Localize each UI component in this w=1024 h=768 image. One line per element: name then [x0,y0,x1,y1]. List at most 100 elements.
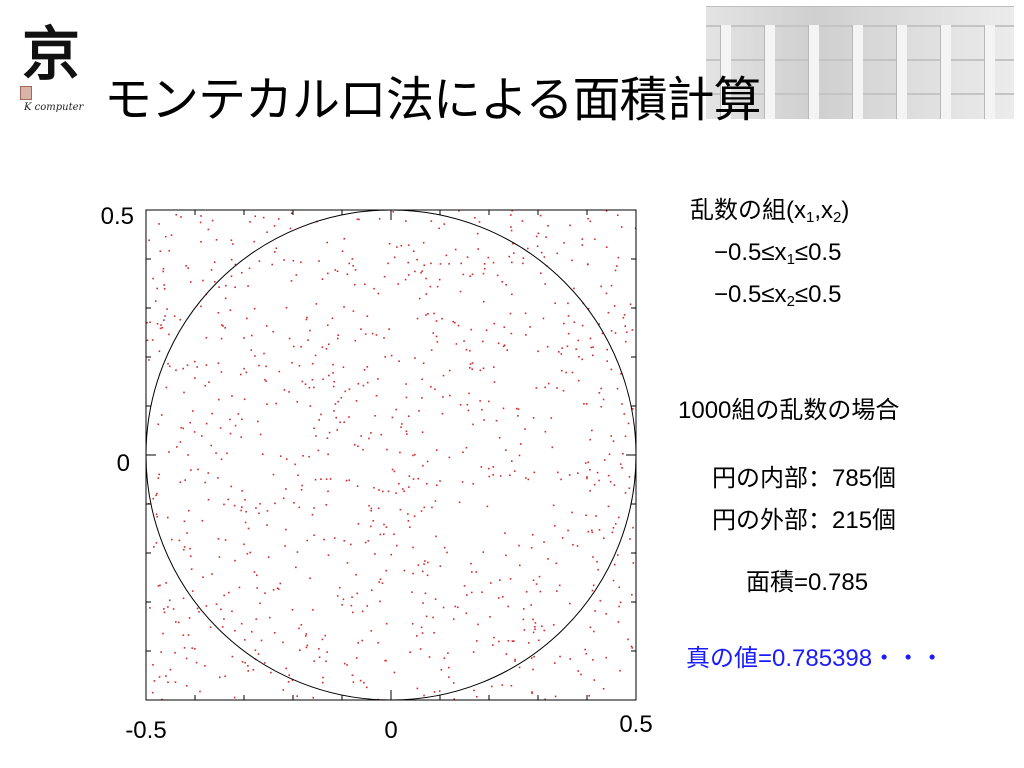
scatter-point [457,324,460,327]
scatter-point [553,662,556,664]
photo-column [852,25,863,119]
scatter-point [584,462,587,464]
scatter-point [540,251,543,254]
scatter-point [559,655,561,658]
scatter-point [211,219,214,222]
scatter-point [363,368,366,371]
scatter-point [423,563,425,565]
scatter-point [359,679,362,682]
scatter-point [425,314,427,316]
scatter-point [160,414,163,416]
scatter-point [573,287,575,290]
scatter-point [187,509,190,512]
scatter-point [439,480,441,482]
scatter-point [499,579,501,581]
scatter-point [306,316,308,319]
scatter-point [627,422,630,425]
scatter-point [159,584,161,587]
scatter-point [158,350,161,353]
scatter-point [159,327,162,330]
scatter-point [506,349,509,351]
scatter-point [589,468,591,471]
scatter-point [183,647,186,649]
photo-column [764,25,775,119]
scatter-point [163,319,165,321]
scatter-point [479,400,481,402]
scatter-point [606,348,609,351]
scatter-point [168,365,171,368]
scatter-point [385,622,388,625]
scatter-point [158,223,160,225]
scatter-point [248,267,251,270]
scatter-point [600,387,602,390]
scatter-point [218,676,221,679]
scatter-point [288,391,290,393]
scatter-point [560,369,563,372]
scatter-point [469,363,472,365]
scatter-point [433,312,435,315]
scatter-point [153,546,155,548]
scatter-point [628,476,631,478]
scatter-point [441,317,443,320]
scatter-point [255,507,257,509]
scatter-point [343,539,346,542]
scatter-point [341,604,343,606]
scatter-point [466,256,469,258]
scatter-point [163,288,166,290]
scatter-point [291,608,294,611]
scatter-point [189,281,192,283]
scatter-point [385,659,387,662]
scatter-point [322,378,324,381]
scatter-point [519,564,521,567]
scatter-point [244,521,247,524]
scatter-point [351,258,354,260]
scatter-point [318,648,320,650]
scatter-point [593,630,595,633]
scatter-point [448,263,450,265]
scatter-point [509,312,512,315]
scatter-point [393,671,396,674]
scatter-point [472,423,474,426]
scatter-point [605,613,607,615]
scatter-point [619,669,621,672]
scatter-point [603,537,605,540]
scatter-point [373,486,375,489]
scatter-point [406,433,408,435]
scatter-point [409,651,411,653]
scatter-point [377,378,379,380]
scatter-point [250,349,253,351]
scatter-point [258,364,260,367]
scatter-point [335,416,338,419]
scatter-point [430,220,433,222]
scatter-point [493,322,496,325]
x2-range-label: −0.5≤x2≤0.5 [714,280,841,310]
scatter-point [412,250,415,252]
scatter-point [517,408,520,410]
outside-count-label: 円の外部：215個 [712,507,897,534]
scatter-point [538,575,541,578]
scatter-point [440,668,443,671]
scatter-point [225,284,227,287]
scatter-point [489,616,491,618]
scatter-point [386,448,388,451]
scatter-point [146,339,149,342]
scatter-point [313,660,315,662]
scatter-point [296,401,299,403]
scatter-point [529,326,531,328]
scatter-point [628,487,631,490]
scatter-point [527,478,530,481]
scatter-point [182,427,185,430]
scatter-point [298,506,301,509]
scatter-point [325,503,328,506]
x-tick-label: -0.5 [125,717,166,744]
scatter-point [498,437,501,439]
scatter-points [146,209,637,701]
scatter-point [474,216,476,219]
scatter-point [356,218,359,221]
scatter-point [510,460,513,462]
scatter-point [483,263,486,265]
scatter-point [332,363,334,366]
scatter-point [256,587,259,589]
scatter-point [535,387,538,389]
scatter-point [146,321,148,324]
